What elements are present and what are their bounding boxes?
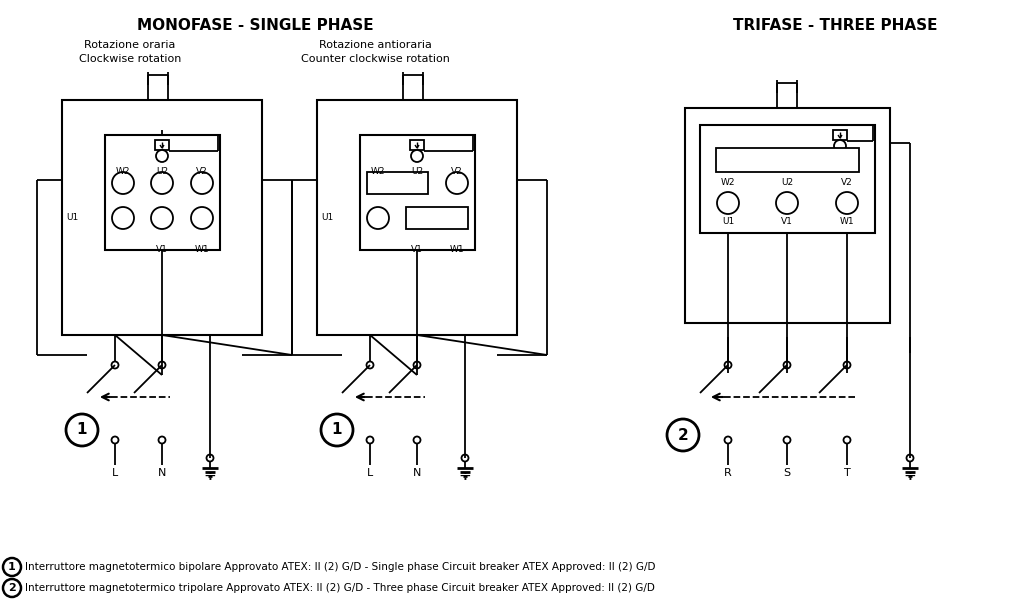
Circle shape — [151, 207, 173, 229]
Text: 1: 1 — [8, 562, 16, 572]
Text: Counter clockwise rotation: Counter clockwise rotation — [300, 54, 450, 64]
Circle shape — [717, 192, 739, 214]
Text: N: N — [413, 468, 421, 478]
Text: V2: V2 — [841, 178, 853, 187]
Text: W1: W1 — [195, 245, 209, 254]
Text: 1: 1 — [77, 423, 87, 438]
Text: R: R — [724, 468, 732, 478]
Circle shape — [66, 414, 98, 446]
Circle shape — [834, 140, 845, 152]
Text: U2: U2 — [781, 178, 793, 187]
Text: S: S — [784, 468, 791, 478]
Text: $\div$: $\div$ — [459, 468, 472, 483]
Circle shape — [112, 362, 119, 368]
Circle shape — [446, 172, 468, 194]
Text: V1: V1 — [411, 245, 423, 254]
Text: Rotazione antioraria: Rotazione antioraria — [319, 40, 431, 50]
Text: MONOFASE - SINGLE PHASE: MONOFASE - SINGLE PHASE — [137, 18, 374, 33]
Circle shape — [843, 362, 851, 368]
Text: V1: V1 — [156, 245, 167, 254]
Text: N: N — [157, 468, 166, 478]
Text: W2: W2 — [721, 178, 735, 187]
Text: TRIFASE - THREE PHASE: TRIFASE - THREE PHASE — [733, 18, 937, 33]
Circle shape — [112, 207, 134, 229]
Text: U1: U1 — [321, 213, 333, 221]
Circle shape — [206, 455, 213, 461]
Circle shape — [112, 172, 134, 194]
Text: U1: U1 — [66, 213, 78, 221]
Circle shape — [836, 192, 858, 214]
Circle shape — [366, 437, 374, 443]
Text: V2: V2 — [196, 167, 208, 176]
Text: W1: W1 — [839, 217, 855, 226]
Bar — [367, 172, 428, 194]
Text: $\div$: $\div$ — [903, 468, 917, 483]
Text: W2: W2 — [116, 167, 130, 176]
Bar — [155, 140, 170, 150]
Text: 2: 2 — [8, 583, 16, 593]
Text: W2: W2 — [370, 167, 386, 176]
Circle shape — [3, 579, 21, 597]
Bar — [62, 100, 262, 335]
Circle shape — [462, 455, 469, 461]
Text: 1: 1 — [332, 423, 342, 438]
Circle shape — [321, 414, 353, 446]
Circle shape — [158, 362, 165, 368]
Circle shape — [784, 362, 791, 368]
Circle shape — [112, 437, 119, 443]
Circle shape — [158, 437, 165, 443]
Circle shape — [191, 207, 213, 229]
Circle shape — [366, 362, 374, 368]
Circle shape — [156, 150, 168, 162]
Text: Interruttore magnetotermico bipolare Approvato ATEX: II (2) G/D - Single phase C: Interruttore magnetotermico bipolare App… — [25, 562, 656, 572]
Circle shape — [411, 150, 423, 162]
Circle shape — [413, 437, 420, 443]
Text: Clockwise rotation: Clockwise rotation — [79, 54, 182, 64]
Circle shape — [413, 362, 420, 368]
Circle shape — [725, 437, 732, 443]
Text: U2: U2 — [156, 167, 168, 176]
Circle shape — [776, 192, 798, 214]
Bar — [410, 140, 424, 150]
Text: U2: U2 — [411, 167, 423, 176]
Bar — [406, 207, 468, 229]
Text: U1: U1 — [722, 217, 734, 226]
Bar — [360, 135, 475, 250]
Circle shape — [191, 172, 213, 194]
Circle shape — [367, 207, 389, 229]
Circle shape — [667, 419, 699, 451]
Circle shape — [906, 455, 914, 461]
Circle shape — [784, 437, 791, 443]
Bar — [105, 135, 220, 250]
Text: V1: V1 — [782, 217, 793, 226]
Circle shape — [3, 558, 21, 576]
Text: V2: V2 — [451, 167, 463, 176]
Text: $\div$: $\div$ — [203, 468, 216, 483]
Circle shape — [843, 437, 851, 443]
Bar — [716, 148, 859, 172]
Text: L: L — [112, 468, 118, 478]
Text: 2: 2 — [678, 427, 688, 443]
Text: Rotazione oraria: Rotazione oraria — [84, 40, 176, 50]
Text: Interruttore magnetotermico tripolare Approvato ATEX: II (2) G/D - Three phase C: Interruttore magnetotermico tripolare Ap… — [25, 583, 655, 593]
Text: W1: W1 — [450, 245, 464, 254]
Bar — [700, 125, 875, 233]
Bar — [833, 130, 847, 140]
Text: L: L — [366, 468, 374, 478]
Bar — [317, 100, 517, 335]
Circle shape — [151, 172, 173, 194]
Circle shape — [725, 362, 732, 368]
Text: T: T — [843, 468, 851, 478]
Bar — [685, 108, 890, 323]
